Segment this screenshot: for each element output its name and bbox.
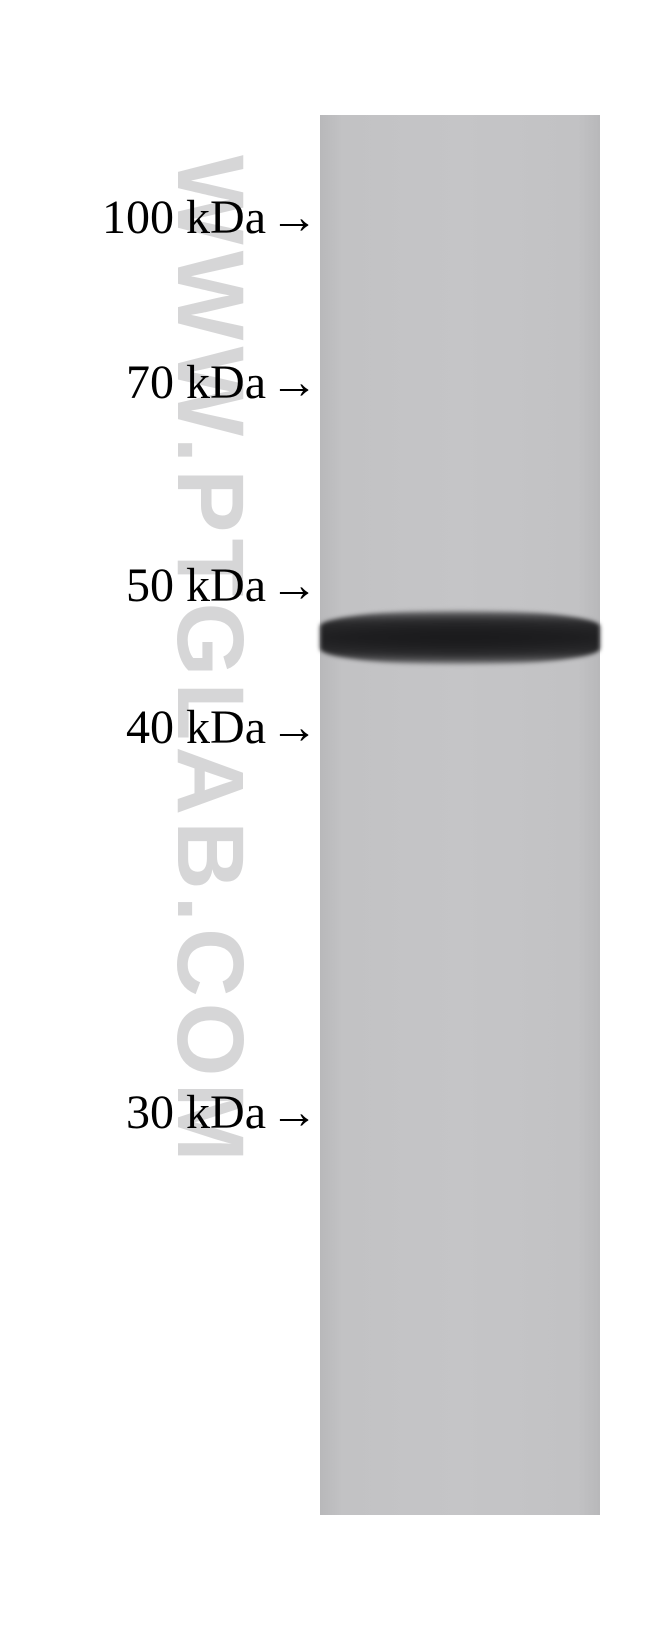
marker-30kda: 30 kDa→ <box>126 1085 318 1140</box>
marker-label-text: 30 kDa <box>126 1086 266 1139</box>
arrow-icon: → <box>270 558 318 613</box>
marker-100kda: 100 kDa→ <box>102 190 318 245</box>
marker-label-text: 50 kDa <box>126 559 266 612</box>
marker-label-text: 100 kDa <box>102 191 266 244</box>
marker-label-text: 70 kDa <box>126 356 266 409</box>
gel-lane <box>320 115 600 1515</box>
arrow-icon: → <box>270 1085 318 1140</box>
marker-70kda: 70 kDa→ <box>126 355 318 410</box>
arrow-icon: → <box>270 190 318 245</box>
marker-label-text: 40 kDa <box>126 701 266 754</box>
protein-band <box>320 610 600 665</box>
arrow-icon: → <box>270 355 318 410</box>
arrow-icon: → <box>270 700 318 755</box>
western-blot-container: WWW.PTGLAB.COM 100 kDa→ 70 kDa→ 50 kDa→ … <box>0 0 650 1625</box>
marker-50kda: 50 kDa→ <box>126 558 318 613</box>
marker-40kda: 40 kDa→ <box>126 700 318 755</box>
